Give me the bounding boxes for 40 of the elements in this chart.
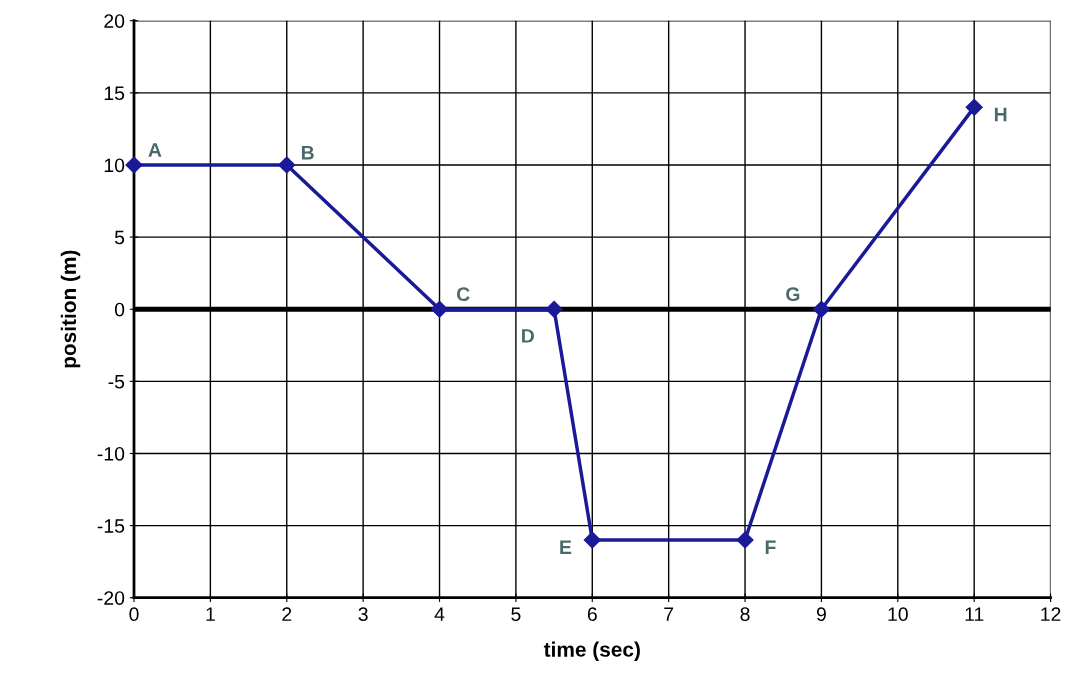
x-tick-label: 6 <box>587 607 597 622</box>
y-tick-label: 0 <box>114 302 125 317</box>
x-tick-label: 1 <box>206 607 215 621</box>
x-tick-label: 12 <box>1041 607 1061 621</box>
x-axis-title: time (sec) <box>543 641 640 661</box>
y-axis-title: position (m) <box>60 250 81 368</box>
x-tick-label: 9 <box>816 607 826 622</box>
point <box>125 156 143 174</box>
x-tick-label: 10 <box>888 607 908 622</box>
y-tick-label: 15 <box>104 86 125 101</box>
annotation: F <box>765 540 776 554</box>
annotation: G <box>786 287 800 302</box>
y-tick-label: -10 <box>97 446 125 461</box>
y-tick-label: 10 <box>104 158 125 173</box>
annotation: C <box>456 287 470 302</box>
point <box>545 300 563 318</box>
y-tick-label: -20 <box>97 591 125 605</box>
y-tick-label: -15 <box>97 519 125 533</box>
y-tick-label: 20 <box>104 14 125 28</box>
x-tick-label: 3 <box>358 607 368 622</box>
x-tick-label: 7 <box>664 607 674 621</box>
annotation: A <box>148 143 162 157</box>
annotation: H <box>994 107 1007 122</box>
x-tick-label: 8 <box>740 607 750 622</box>
point <box>812 300 830 318</box>
point <box>278 156 296 174</box>
y-tick-label: -5 <box>108 375 125 389</box>
point <box>430 300 449 318</box>
annotation: B <box>301 146 314 160</box>
x-tick-label: 0 <box>129 607 139 622</box>
x-tick-label: 5 <box>511 607 521 622</box>
y-tick-label: 5 <box>114 230 125 245</box>
annotation: D <box>522 329 534 343</box>
x-tick-label: 4 <box>434 607 445 621</box>
point <box>965 98 983 116</box>
point <box>736 531 754 549</box>
point <box>583 531 601 549</box>
x-tick-label: 2 <box>282 607 292 621</box>
annotation: E <box>560 540 572 554</box>
x-tick-label: 11 <box>965 607 984 621</box>
